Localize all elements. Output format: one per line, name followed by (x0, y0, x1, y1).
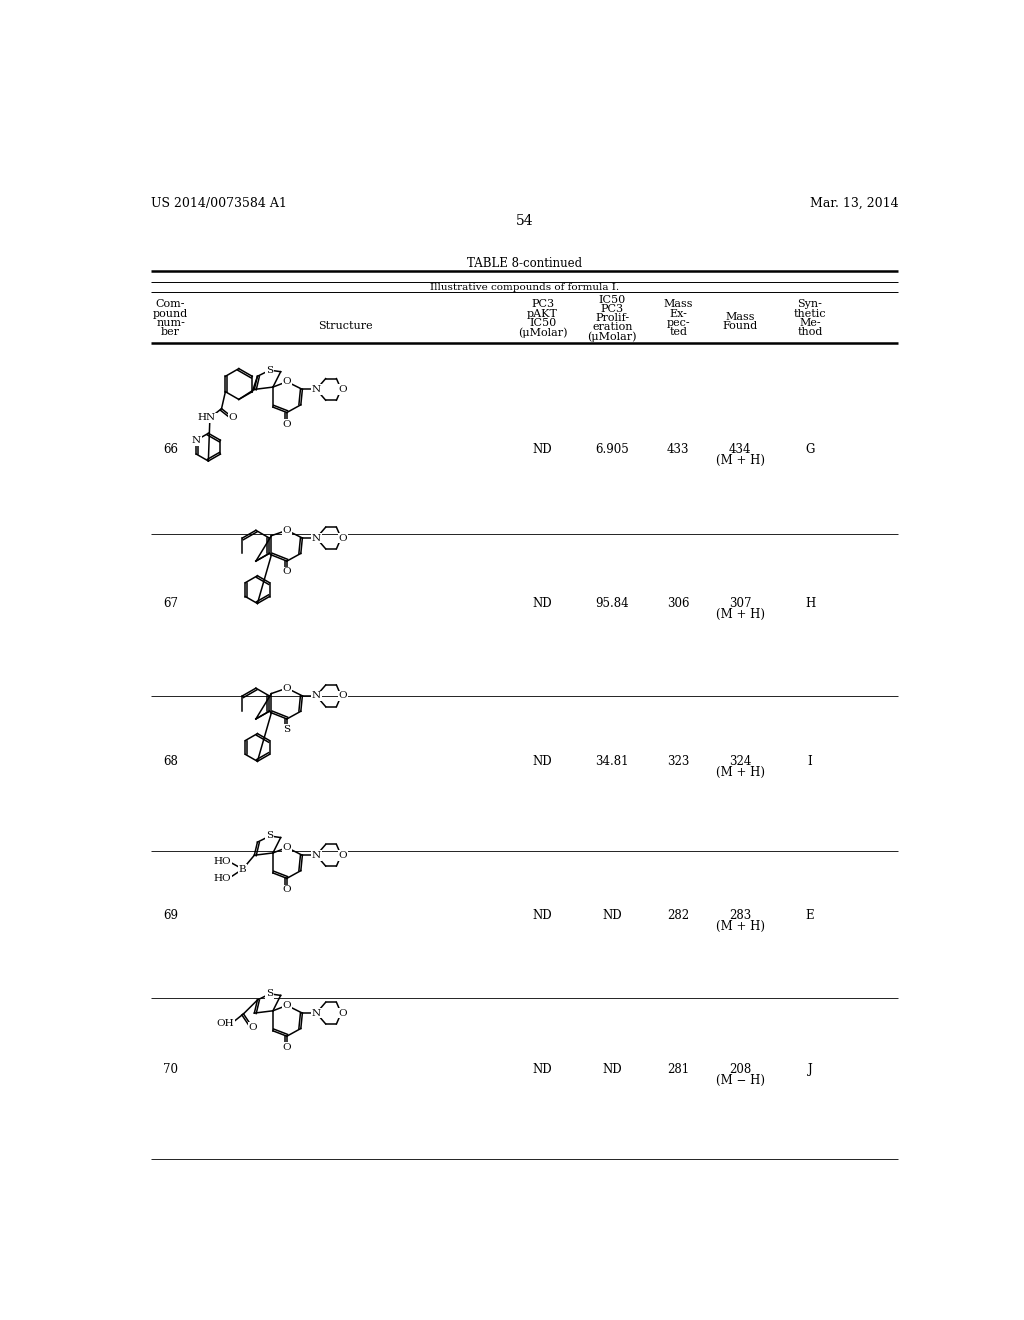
Text: N: N (311, 851, 321, 859)
Text: Structure: Structure (317, 321, 373, 331)
Text: ND: ND (532, 755, 552, 768)
Text: Mass: Mass (664, 300, 693, 309)
Text: thod: thod (798, 327, 822, 337)
Text: O: O (338, 851, 347, 859)
Text: Com-: Com- (156, 300, 185, 309)
Text: 67: 67 (163, 597, 178, 610)
Text: PC3: PC3 (601, 304, 624, 314)
Text: Illustrative compounds of formula I.: Illustrative compounds of formula I. (430, 284, 620, 292)
Text: O: O (283, 843, 291, 851)
Text: 323: 323 (667, 755, 689, 768)
Text: O: O (283, 1001, 291, 1010)
Text: ND: ND (532, 444, 552, 457)
Text: (μMolar): (μMolar) (588, 331, 637, 342)
Text: ND: ND (602, 1063, 623, 1076)
Text: pec-: pec- (667, 318, 690, 327)
Text: O: O (338, 385, 347, 393)
Text: ted: ted (670, 327, 687, 337)
Text: HN: HN (198, 413, 216, 422)
Text: OH: OH (217, 1019, 234, 1027)
Text: O: O (283, 568, 291, 577)
Text: O: O (283, 420, 291, 429)
Text: ND: ND (532, 597, 552, 610)
Text: 34.81: 34.81 (596, 755, 629, 768)
Text: 69: 69 (163, 909, 178, 923)
Text: N: N (311, 692, 321, 701)
Text: (M + H): (M + H) (716, 609, 765, 622)
Text: B: B (239, 865, 247, 874)
Text: N: N (311, 533, 321, 543)
Text: ND: ND (532, 1063, 552, 1076)
Text: Mar. 13, 2014: Mar. 13, 2014 (810, 197, 898, 210)
Text: I: I (808, 755, 812, 768)
Text: pound: pound (153, 309, 188, 318)
Text: Found: Found (723, 321, 758, 331)
Text: IC50: IC50 (529, 318, 556, 327)
Text: O: O (283, 525, 291, 535)
Text: N: N (191, 436, 201, 445)
Text: 6.905: 6.905 (596, 444, 630, 457)
Text: O: O (338, 1008, 347, 1018)
Text: eration: eration (592, 322, 633, 333)
Text: 433: 433 (667, 444, 689, 457)
Text: 208: 208 (729, 1063, 752, 1076)
Text: O: O (283, 684, 291, 693)
Text: 95.84: 95.84 (596, 597, 629, 610)
Text: O: O (338, 533, 347, 543)
Text: 66: 66 (163, 444, 178, 457)
Text: pAKT: pAKT (527, 309, 558, 318)
Text: HO: HO (214, 857, 231, 866)
Text: 70: 70 (163, 1063, 178, 1076)
Text: (M + H): (M + H) (716, 454, 765, 467)
Text: thetic: thetic (794, 309, 826, 318)
Text: Me-: Me- (799, 318, 821, 327)
Text: 434: 434 (729, 444, 752, 457)
Text: S: S (266, 990, 273, 998)
Text: O: O (283, 1043, 291, 1052)
Text: (M + H): (M + H) (716, 766, 765, 779)
Text: 281: 281 (668, 1063, 689, 1076)
Text: Mass: Mass (725, 312, 755, 322)
Text: O: O (338, 692, 347, 701)
Text: G: G (805, 444, 815, 457)
Text: (M − H): (M − H) (716, 1074, 765, 1086)
Text: 307: 307 (729, 597, 752, 610)
Text: S: S (284, 725, 291, 734)
Text: S: S (266, 832, 273, 841)
Text: US 2014/0073584 A1: US 2014/0073584 A1 (152, 197, 287, 210)
Text: Prolif-: Prolif- (595, 313, 630, 323)
Text: (μMolar): (μMolar) (518, 327, 567, 338)
Text: ND: ND (602, 909, 623, 923)
Text: 68: 68 (163, 755, 178, 768)
Text: 324: 324 (729, 755, 752, 768)
Text: Syn-: Syn- (798, 300, 822, 309)
Text: O: O (283, 378, 291, 387)
Text: PC3: PC3 (531, 300, 554, 309)
Text: (M + H): (M + H) (716, 920, 765, 933)
Text: O: O (283, 886, 291, 895)
Text: IC50: IC50 (599, 294, 626, 305)
Text: J: J (808, 1063, 812, 1076)
Text: TABLE 8-continued: TABLE 8-continued (467, 257, 583, 271)
Text: O: O (249, 1023, 257, 1032)
Text: 282: 282 (668, 909, 689, 923)
Text: 306: 306 (667, 597, 689, 610)
Text: 54: 54 (516, 214, 534, 228)
Text: ND: ND (532, 909, 552, 923)
Text: ber: ber (161, 327, 180, 337)
Text: num-: num- (157, 318, 185, 327)
Text: Ex-: Ex- (670, 309, 687, 318)
Text: 283: 283 (729, 909, 752, 923)
Text: H: H (805, 597, 815, 610)
Text: O: O (228, 413, 238, 422)
Text: E: E (806, 909, 814, 923)
Text: HO: HO (214, 874, 231, 883)
Text: S: S (266, 366, 273, 375)
Text: N: N (311, 385, 321, 393)
Text: N: N (311, 1008, 321, 1018)
